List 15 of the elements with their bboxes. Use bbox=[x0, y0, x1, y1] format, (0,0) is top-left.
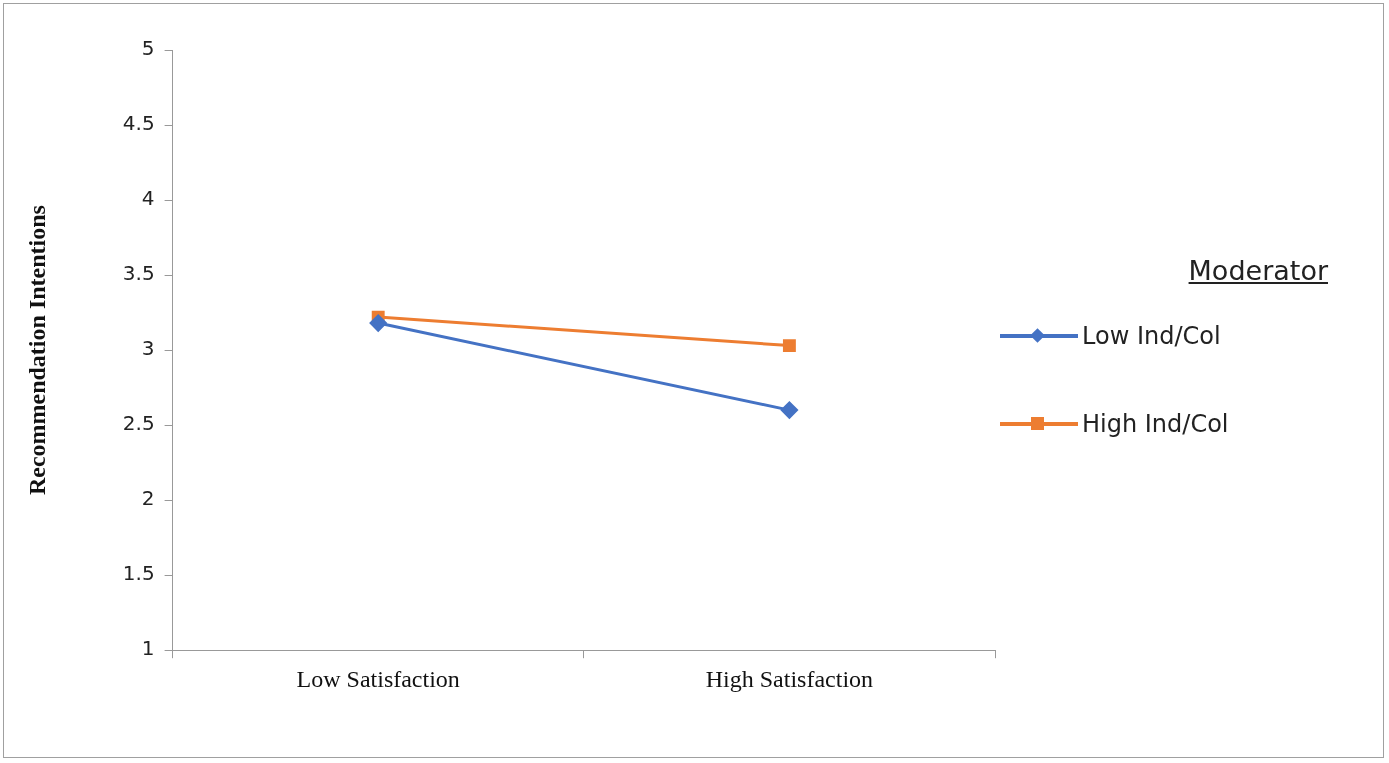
legend-label: High Ind/Col bbox=[1082, 410, 1229, 438]
y-tick-label: 4.5 bbox=[122, 111, 155, 136]
x-tick-label: High Satisfaction bbox=[705, 665, 874, 692]
x-tick-label: Low Satisfaction bbox=[296, 665, 460, 692]
legend-label: Low Ind/Col bbox=[1082, 322, 1221, 350]
y-tick-label: 2.5 bbox=[122, 411, 155, 436]
y-tick-label: 3 bbox=[141, 336, 155, 361]
y-tick-label: 2 bbox=[141, 486, 155, 511]
y-tick-label: 1.5 bbox=[122, 561, 155, 586]
y-tick-label: 4 bbox=[141, 186, 155, 211]
legend-title: Moderator bbox=[1187, 255, 1328, 286]
y-tick-label: 1 bbox=[141, 636, 155, 661]
y-axis-title: Recommendation Intentions bbox=[23, 205, 50, 496]
y-tick-label: 5 bbox=[141, 36, 155, 61]
y-tick-label: 3.5 bbox=[122, 261, 155, 286]
